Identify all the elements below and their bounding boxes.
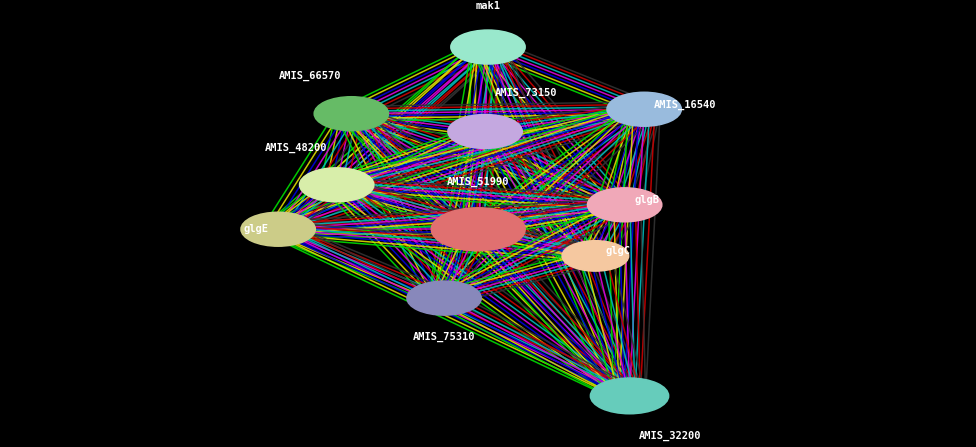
- Circle shape: [314, 97, 388, 131]
- Text: glgE: glgE: [243, 224, 268, 234]
- Text: glgC: glgC: [605, 246, 630, 257]
- Text: mak1: mak1: [475, 1, 501, 11]
- Text: AMIS_48200: AMIS_48200: [264, 142, 327, 152]
- Circle shape: [451, 30, 525, 64]
- Circle shape: [607, 93, 681, 126]
- Circle shape: [562, 241, 629, 271]
- Text: AMIS_73150: AMIS_73150: [495, 88, 557, 98]
- Text: AMIS_75310: AMIS_75310: [413, 332, 475, 342]
- Circle shape: [407, 281, 481, 315]
- Circle shape: [431, 208, 525, 251]
- Circle shape: [241, 212, 315, 246]
- Text: glgB: glgB: [634, 195, 660, 205]
- Circle shape: [300, 168, 374, 202]
- Text: AMIS_66570: AMIS_66570: [279, 70, 342, 80]
- Text: AMIS_32200: AMIS_32200: [639, 431, 702, 441]
- Text: AMIS_16540: AMIS_16540: [654, 100, 716, 110]
- Circle shape: [590, 378, 669, 413]
- Circle shape: [448, 114, 522, 148]
- Circle shape: [588, 188, 662, 222]
- Text: AMIS_51990: AMIS_51990: [447, 177, 509, 187]
